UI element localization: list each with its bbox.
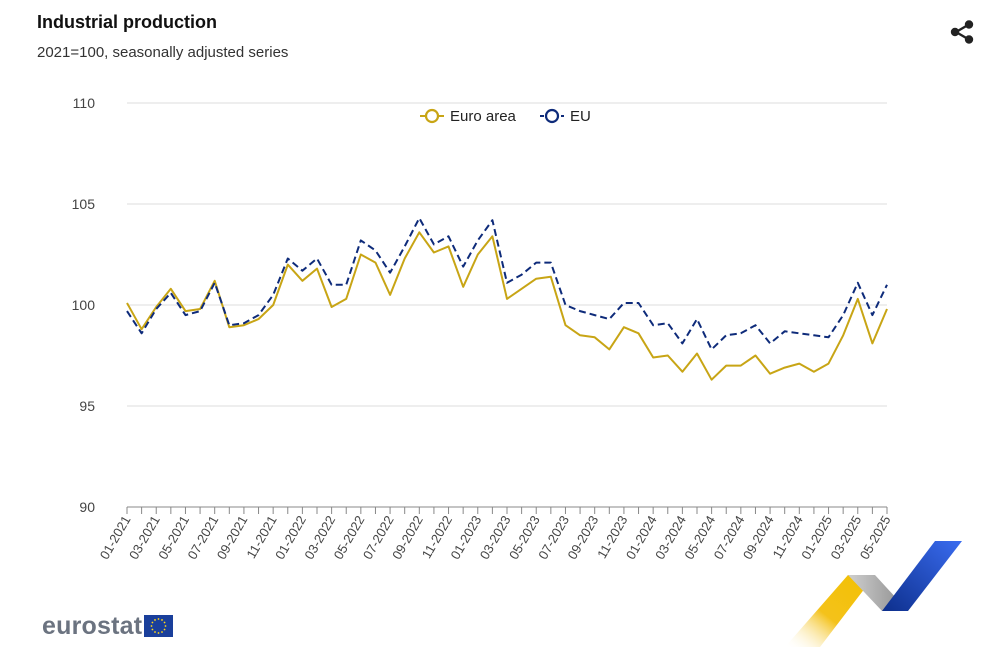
- flag-star: [157, 632, 160, 634]
- series-line-euro-area[interactable]: [126, 231, 888, 381]
- legend-label: EU: [570, 108, 591, 125]
- y-tick-label: 90: [79, 499, 95, 515]
- decorative-ribbon-icon: [785, 541, 962, 647]
- legend[interactable]: Euro area EU: [420, 108, 591, 125]
- legend-marker: [424, 108, 440, 124]
- legend-item-eu[interactable]: EU: [540, 108, 591, 125]
- line-chart: 90 95 100 105 110 01-202103-202105-202107-20…: [72, 95, 894, 562]
- x-axis: 01-202103-202105-202107-202109-202111-20…: [97, 506, 894, 562]
- flag-star: [154, 619, 157, 621]
- series-line-eu[interactable]: [126, 217, 888, 351]
- chart-subtitle: 2021=100, seasonally adjusted series: [37, 44, 289, 61]
- legend-label: Euro area: [450, 108, 517, 125]
- flag-star: [161, 631, 164, 633]
- flag-star: [157, 618, 160, 620]
- flag-star: [163, 621, 166, 624]
- flag-star: [164, 625, 167, 627]
- flag-star: [163, 628, 166, 631]
- eurostat-logo: eurostat: [42, 610, 174, 642]
- flag-star: [150, 625, 153, 627]
- share-button[interactable]: [946, 16, 978, 48]
- legend-item-euro-area[interactable]: Euro area: [420, 108, 517, 125]
- series: [126, 217, 888, 381]
- y-tick-label: 105: [72, 196, 96, 212]
- grid: [127, 102, 887, 407]
- legend-marker: [544, 108, 560, 124]
- y-tick-label: 110: [73, 95, 96, 111]
- flag-star: [151, 621, 154, 624]
- flag-star: [161, 619, 164, 621]
- y-axis: 90 95 100 105 110: [72, 95, 96, 515]
- eu-flag-icon: [144, 615, 174, 637]
- flag-star: [154, 631, 157, 633]
- logo-text: eurostat: [42, 611, 143, 640]
- y-tick-label: 95: [79, 398, 95, 414]
- chart-title: Industrial production: [37, 12, 217, 32]
- flag-star: [151, 628, 154, 631]
- share-icon: [950, 20, 974, 44]
- y-tick-label: 100: [72, 297, 96, 313]
